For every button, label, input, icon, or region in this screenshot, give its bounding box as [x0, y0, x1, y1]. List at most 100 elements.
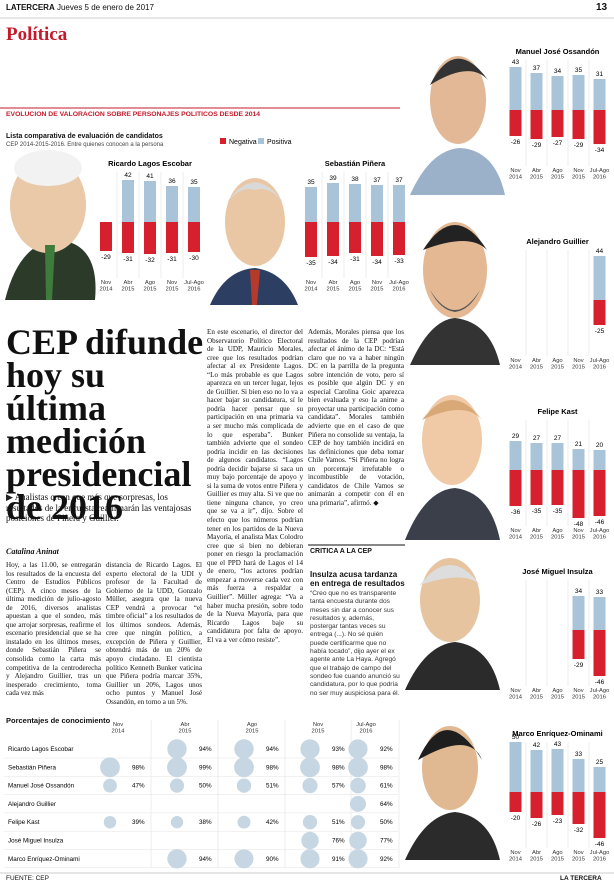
- bar: [393, 185, 405, 222]
- source: FUENTE: CEP: [6, 875, 49, 882]
- data-label: -31: [350, 256, 360, 263]
- column-header: Abr 2015: [179, 722, 192, 735]
- percent-circle: [234, 739, 254, 759]
- row-label: Alejandro Guillier: [8, 801, 56, 808]
- data-label: -25: [595, 328, 605, 335]
- sidebar-kicker: CRITICA A LA CEP: [310, 548, 372, 555]
- data-label: 34: [575, 588, 583, 595]
- sidebar-title: Insulza acusa tardanza en entrega de res…: [310, 570, 405, 588]
- percent-label: 98%: [332, 764, 345, 771]
- bar: [393, 222, 405, 255]
- page-number: 13: [596, 2, 608, 13]
- x-tick-label: Abr 2015: [530, 688, 543, 701]
- data-label: -29: [574, 142, 584, 149]
- data-label: -31: [123, 256, 133, 263]
- data-label: -26: [511, 139, 521, 146]
- x-tick-label: Ago 2015: [349, 280, 362, 293]
- percent-label: 94%: [199, 856, 212, 863]
- row-label: Ricardo Lagos Escobar: [8, 746, 73, 753]
- percent-label: 50%: [380, 819, 393, 826]
- percent-circle: [302, 778, 318, 794]
- x-tick-label: Nov 2015: [572, 850, 585, 863]
- bar: [188, 222, 200, 252]
- bar: [572, 75, 585, 110]
- data-label: 25: [596, 759, 604, 766]
- bar: [166, 186, 178, 222]
- data-label: -20: [511, 815, 521, 822]
- brand: LATERCERA: [6, 3, 55, 12]
- x-tick-label: Nov 2014: [509, 850, 523, 863]
- x-tick-label: Jul-Ago 2016: [389, 280, 409, 293]
- percent-circle: [169, 778, 185, 793]
- percent-circle: [103, 778, 117, 793]
- body-column: Además, Morales piensa que los resultado…: [308, 328, 404, 507]
- percent-circle: [167, 739, 187, 759]
- percent-label: 98%: [266, 764, 279, 771]
- data-label: 35: [307, 179, 315, 186]
- bar: [509, 470, 522, 506]
- bar: [551, 470, 564, 505]
- data-label: -27: [553, 140, 563, 147]
- headline: CEP difunde hoy su última medición presi…: [6, 322, 204, 527]
- percent-circle: [234, 757, 254, 778]
- column-header: Ago 2015: [246, 722, 259, 735]
- bar: [572, 470, 585, 518]
- percent-circle: [103, 815, 117, 829]
- bar: [530, 792, 543, 818]
- data-label: -34: [372, 259, 382, 266]
- x-tick-label: Ago 2015: [551, 688, 564, 701]
- data-label: 38: [351, 176, 359, 183]
- data-label: 50: [512, 734, 520, 741]
- percent-label: 90%: [266, 856, 279, 863]
- data-label: 27: [533, 435, 541, 442]
- bar: [122, 222, 134, 253]
- percent-circle: [350, 795, 366, 812]
- chart-title: José Miguel Insulza: [522, 567, 593, 576]
- data-label: 37: [373, 177, 381, 184]
- bar: [327, 183, 339, 222]
- column-header: Jul-Ago 2016: [356, 722, 376, 735]
- x-tick-label: Jul-Ago 2016: [590, 688, 610, 701]
- bar: [530, 750, 543, 792]
- date: Jueves 5 de enero de 2017: [56, 3, 154, 12]
- column-header: Nov 2014: [112, 722, 126, 735]
- x-tick-label: Jul-Ago 2016: [184, 280, 204, 293]
- bar: [509, 67, 522, 110]
- x-tick-label: Abr 2015: [530, 850, 543, 863]
- x-tick-label: Ago 2015: [551, 168, 564, 181]
- data-label: -32: [574, 827, 584, 834]
- x-tick-label: Nov 2014: [509, 528, 523, 541]
- x-tick-label: Jul-Ago 2016: [590, 528, 610, 541]
- percent-label: 98%: [380, 764, 393, 771]
- percent-label: 94%: [266, 746, 279, 753]
- bar: [593, 792, 606, 838]
- data-label: 34: [554, 68, 562, 75]
- bar: [551, 110, 564, 137]
- data-label: 37: [395, 177, 403, 184]
- row-label: Manuel José Ossandón: [8, 783, 75, 790]
- x-tick-label: Nov 2014: [509, 358, 523, 371]
- percent-label: 77%: [380, 838, 393, 845]
- x-tick-label: Nov 2014: [100, 280, 114, 293]
- percent-label: 38%: [199, 819, 212, 826]
- graphic-label: EVOLUCION DE VALORACION SOBRE PERSONAJES…: [6, 111, 261, 118]
- data-label: 41: [146, 173, 154, 180]
- data-label: -29: [574, 662, 584, 669]
- percent-label: 57%: [332, 783, 345, 790]
- chart-title: Felipe Kast: [537, 407, 578, 416]
- percent-circle: [170, 816, 184, 829]
- bar: [572, 792, 585, 824]
- percent-label: 92%: [380, 856, 393, 863]
- bar: [593, 450, 606, 470]
- data-label: 36: [168, 178, 176, 185]
- percent-label: 93%: [332, 746, 345, 753]
- data-label: 33: [596, 589, 604, 596]
- x-tick-label: Abr 2015: [327, 280, 340, 293]
- data-label: 37: [533, 65, 541, 72]
- chart-title: Sebastián Piñera: [325, 159, 386, 168]
- bar: [144, 222, 156, 254]
- percent-label: 39%: [132, 819, 145, 826]
- bar: [572, 596, 585, 630]
- data-label: -32: [145, 257, 155, 264]
